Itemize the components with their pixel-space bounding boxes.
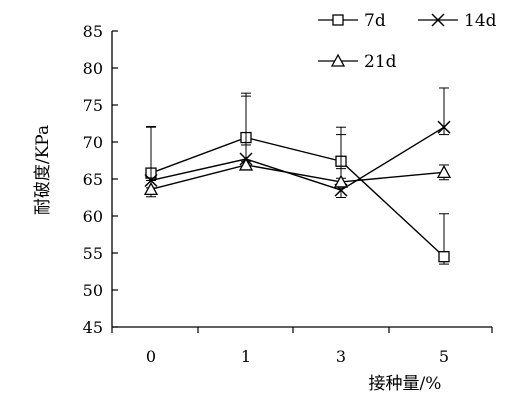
series-line xyxy=(150,136,445,258)
y-tick-label: 80 xyxy=(83,59,103,78)
y-tick-label: 45 xyxy=(83,318,103,337)
legend-label: 21d xyxy=(364,52,397,72)
x-tick-label: 3 xyxy=(336,347,346,366)
y-tick-label: 65 xyxy=(83,170,103,189)
series-lines xyxy=(143,87,452,265)
y-tick-label: 75 xyxy=(83,96,103,115)
triangle-marker xyxy=(238,157,254,171)
y-axis-label: 耐破度/KPa xyxy=(33,125,53,215)
legend-item-14d: 14d xyxy=(418,11,497,31)
axes xyxy=(111,31,492,328)
y-tick-label: 50 xyxy=(83,281,103,300)
x-marker xyxy=(437,120,451,134)
x-marker xyxy=(431,13,445,27)
y-tick-label: 55 xyxy=(83,244,103,263)
triangle-marker xyxy=(143,182,159,196)
x-marker-stroke xyxy=(431,13,445,27)
series-14d xyxy=(144,87,451,198)
x-axis-label: 接种量/% xyxy=(369,374,442,394)
legend-label: 14d xyxy=(464,11,497,31)
legend: 7d 14d 21d xyxy=(318,11,497,72)
triangle-marker xyxy=(436,164,452,178)
y-tick-label: 85 xyxy=(83,22,103,41)
square-marker xyxy=(438,251,450,263)
series-line xyxy=(150,126,445,191)
triangle-marker xyxy=(333,174,349,188)
tick-labels: 45 50 55 60 65 70 75 80 85 0 1 3 5 xyxy=(83,22,493,366)
x-tick-label: 5 xyxy=(439,347,449,366)
square-marker xyxy=(332,14,344,26)
y-tick-label: 70 xyxy=(83,133,103,152)
legend-item-7d: 7d xyxy=(318,11,386,31)
legend-label: 7d xyxy=(364,11,386,31)
x-marker-stroke xyxy=(437,120,451,134)
series-21d xyxy=(143,157,452,198)
y-tick-label: 60 xyxy=(83,207,103,226)
triangle-marker xyxy=(330,53,346,67)
x-tick-label: 0 xyxy=(146,347,156,366)
x-tick-label: 1 xyxy=(241,347,251,366)
series-line xyxy=(150,164,445,191)
legend-item-21d: 21d xyxy=(318,52,397,72)
